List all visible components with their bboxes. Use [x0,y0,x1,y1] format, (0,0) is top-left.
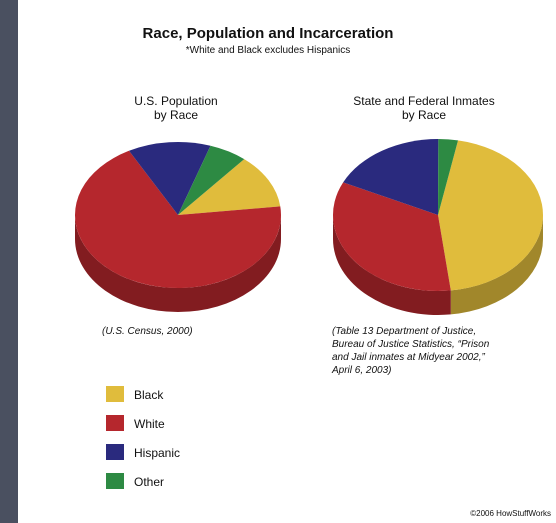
pie-2-slice-black [438,140,543,291]
pie-1-slice-white [75,150,282,289]
legend-swatch-other [106,473,124,489]
pie-2-slice-hispanic [343,139,439,215]
pie-1-title-line-2: by Race [154,108,198,122]
legend-swatch-black [106,386,124,402]
chart-canvas: Race, Population and Incarceration *Whit… [75,25,551,518]
pie-chart-inmates [333,139,543,315]
pie-2-slice-other [438,139,459,215]
pie-2-side-black [450,215,543,315]
legend-label-other: Other [134,475,164,489]
pie-2-source-line-3: and Jail inmates at Midyear 2002,” [332,352,486,363]
pie-1-slice-other [178,145,245,215]
pie-1-title-line-1: U.S. Population [134,94,217,108]
legend-label-white: White [134,417,165,431]
pie-1-side-white [75,215,281,312]
chart-title: Race, Population and Incarceration [143,25,394,42]
pie-2-side-walls [333,215,543,315]
legend-swatch-white [106,415,124,431]
pie-1-slice-hispanic [129,142,211,215]
pie-2-slice-white [333,182,451,291]
legend: Black White Hispanic Other [106,386,180,489]
pie-1-slice-black [178,159,281,215]
pie-1-source-line-1: (U.S. Census, 2000) [102,326,193,337]
pie-2-source-line-1: (Table 13 Department of Justice, [332,326,476,337]
chart-subtitle: *White and Black excludes Hispanics [186,45,351,56]
legend-swatch-hispanic [106,444,124,460]
pie-2-title-line-2: by Race [402,108,446,122]
pie-2-side-white [333,215,451,315]
legend-label-hispanic: Hispanic [134,446,180,460]
pie-1-side-walls [75,215,281,312]
pie-2-source-line-4: April 6, 2003) [331,365,391,376]
pie-chart-us-population [75,142,282,312]
chart-frame: Race, Population and Incarceration *Whit… [18,0,556,523]
legend-label-black: Black [134,388,164,402]
copyright-credit: ©2006 HowStuffWorks [470,509,551,518]
pie-2-source-line-2: Bureau of Justice Statistics, “Prison [332,339,490,350]
pie-2-title-line-1: State and Federal Inmates [353,94,494,108]
